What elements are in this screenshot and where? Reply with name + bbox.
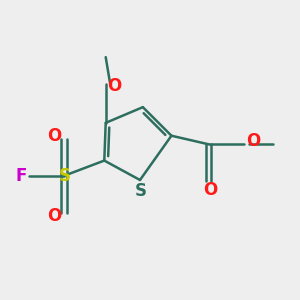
Text: S: S — [58, 167, 70, 185]
Text: O: O — [246, 132, 260, 150]
Text: O: O — [47, 127, 62, 145]
Text: O: O — [47, 207, 62, 225]
Text: O: O — [203, 181, 217, 199]
Text: F: F — [16, 167, 27, 185]
Text: O: O — [107, 77, 122, 95]
Text: S: S — [135, 182, 147, 200]
